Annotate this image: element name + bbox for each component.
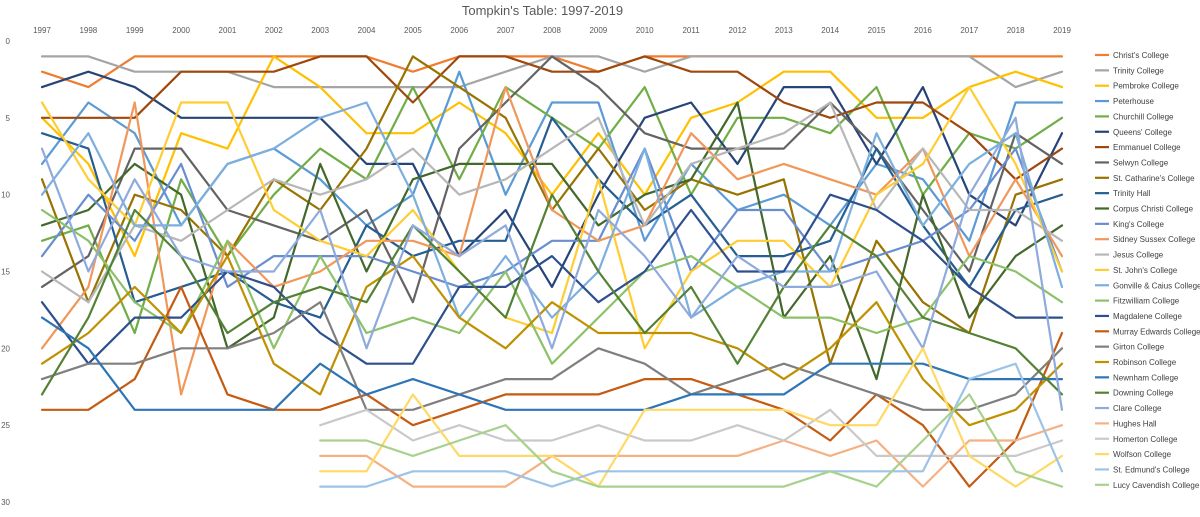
x-tick-label: 2013 — [775, 26, 793, 35]
legend-label: Magdalene College — [1113, 312, 1182, 321]
x-tick-label: 2000 — [172, 26, 190, 35]
x-tick-label: 2018 — [1007, 26, 1025, 35]
legend-label: Christ's College — [1113, 51, 1169, 60]
legend-label: Hughes Hall — [1113, 419, 1157, 428]
legend-label: Newnham College — [1113, 373, 1179, 382]
series-line — [40, 116, 1064, 411]
legend-label: Sidney Sussex College — [1113, 235, 1196, 244]
y-tick-label: 0 — [6, 37, 11, 46]
legend-label: St. John's College — [1113, 266, 1178, 275]
series-line — [40, 193, 1064, 365]
legend-label: Pembroke College — [1113, 82, 1179, 91]
series-lines — [40, 55, 1064, 488]
y-axis-ticks: 0 5 10 15 20 25 30 — [1, 37, 10, 507]
y-tick-label: 5 — [6, 114, 11, 123]
y-tick-label: 20 — [1, 344, 10, 353]
legend-label: Corpus Christi College — [1113, 205, 1194, 214]
series-line — [319, 393, 1064, 488]
legend-label: Robinson College — [1113, 358, 1177, 367]
legend-label: Lucy Cavendish College — [1113, 481, 1200, 490]
x-tick-label: 2007 — [497, 26, 515, 35]
legend-label: King's College — [1113, 220, 1164, 229]
x-axis-ticks: 1997 1998 1999 2000 2001 2002 2003 2004 2005 2006… — [33, 26, 1071, 35]
series-line — [40, 116, 1064, 319]
x-tick-label: 2004 — [358, 26, 376, 35]
series-line — [319, 362, 1064, 488]
legend-label: Wolfson College — [1113, 450, 1172, 459]
x-tick-label: 2003 — [311, 26, 329, 35]
x-tick-label: 2012 — [729, 26, 747, 35]
y-tick-label: 30 — [1, 498, 10, 507]
x-tick-label: 2015 — [868, 26, 886, 35]
x-tick-label: 2006 — [450, 26, 468, 35]
x-tick-label: 2002 — [265, 26, 283, 35]
series-line — [40, 101, 1064, 319]
series-line — [40, 70, 1064, 242]
x-tick-label: 2008 — [543, 26, 561, 35]
legend-label: Murray Edwards College — [1113, 327, 1200, 336]
legend-label: Fitzwilliam College — [1113, 297, 1180, 306]
y-tick-label: 15 — [1, 268, 10, 277]
legend-label: St. Edmund's College — [1113, 465, 1190, 474]
series-line — [40, 55, 1064, 258]
series-line — [40, 316, 1064, 411]
legend-label: Churchill College — [1113, 112, 1174, 121]
y-tick-label: 10 — [1, 191, 10, 200]
x-tick-label: 2016 — [914, 26, 932, 35]
legend-label: Queens' College — [1113, 128, 1172, 137]
series-line — [40, 86, 1064, 350]
x-tick-label: 2019 — [1053, 26, 1071, 35]
legend-label: Selwyn College — [1113, 158, 1169, 167]
x-tick-label: 2005 — [404, 26, 422, 35]
x-tick-label: 2011 — [682, 26, 700, 35]
series-line — [319, 424, 1064, 488]
x-tick-label: 1999 — [126, 26, 144, 35]
series-line — [40, 55, 1064, 181]
legend: Christ's College Trinity College Pembroke … — [1095, 51, 1200, 490]
legend-label: Peterhouse — [1113, 97, 1154, 106]
series-line — [40, 70, 1064, 288]
chart-title: Tompkin's Table: 1997-2019 — [461, 3, 624, 18]
x-tick-label: 1997 — [33, 26, 51, 35]
x-tick-label: 2010 — [636, 26, 654, 35]
legend-label: Trinity College — [1113, 66, 1164, 75]
legend-label: Gonville & Caius College — [1113, 281, 1200, 290]
series-line — [40, 255, 1064, 427]
legend-label: St. Catharine's College — [1113, 174, 1195, 183]
x-tick-label: 2009 — [589, 26, 607, 35]
x-tick-label: 2014 — [821, 26, 839, 35]
legend-label: Homerton College — [1113, 435, 1178, 444]
legend-label: Girton College — [1113, 343, 1165, 352]
legend-label: Downing College — [1113, 389, 1174, 398]
series-line — [40, 285, 1064, 488]
legend-label: Trinity Hall — [1113, 189, 1151, 198]
series-line — [40, 101, 1064, 304]
series-line — [319, 408, 1064, 457]
legend-label: Clare College — [1113, 404, 1162, 413]
series-line — [40, 147, 1064, 288]
y-tick-label: 25 — [1, 421, 10, 430]
legend-label: Jesus College — [1113, 251, 1164, 260]
series-line — [40, 55, 1064, 304]
series-line — [40, 193, 1064, 396]
series-line — [40, 101, 1064, 381]
series-line — [319, 347, 1064, 488]
series-line — [40, 86, 1064, 396]
legend-label: Emmanuel College — [1113, 143, 1181, 152]
x-tick-label: 2001 — [219, 26, 237, 35]
x-tick-label: 2017 — [960, 26, 978, 35]
x-tick-label: 1998 — [79, 26, 97, 35]
